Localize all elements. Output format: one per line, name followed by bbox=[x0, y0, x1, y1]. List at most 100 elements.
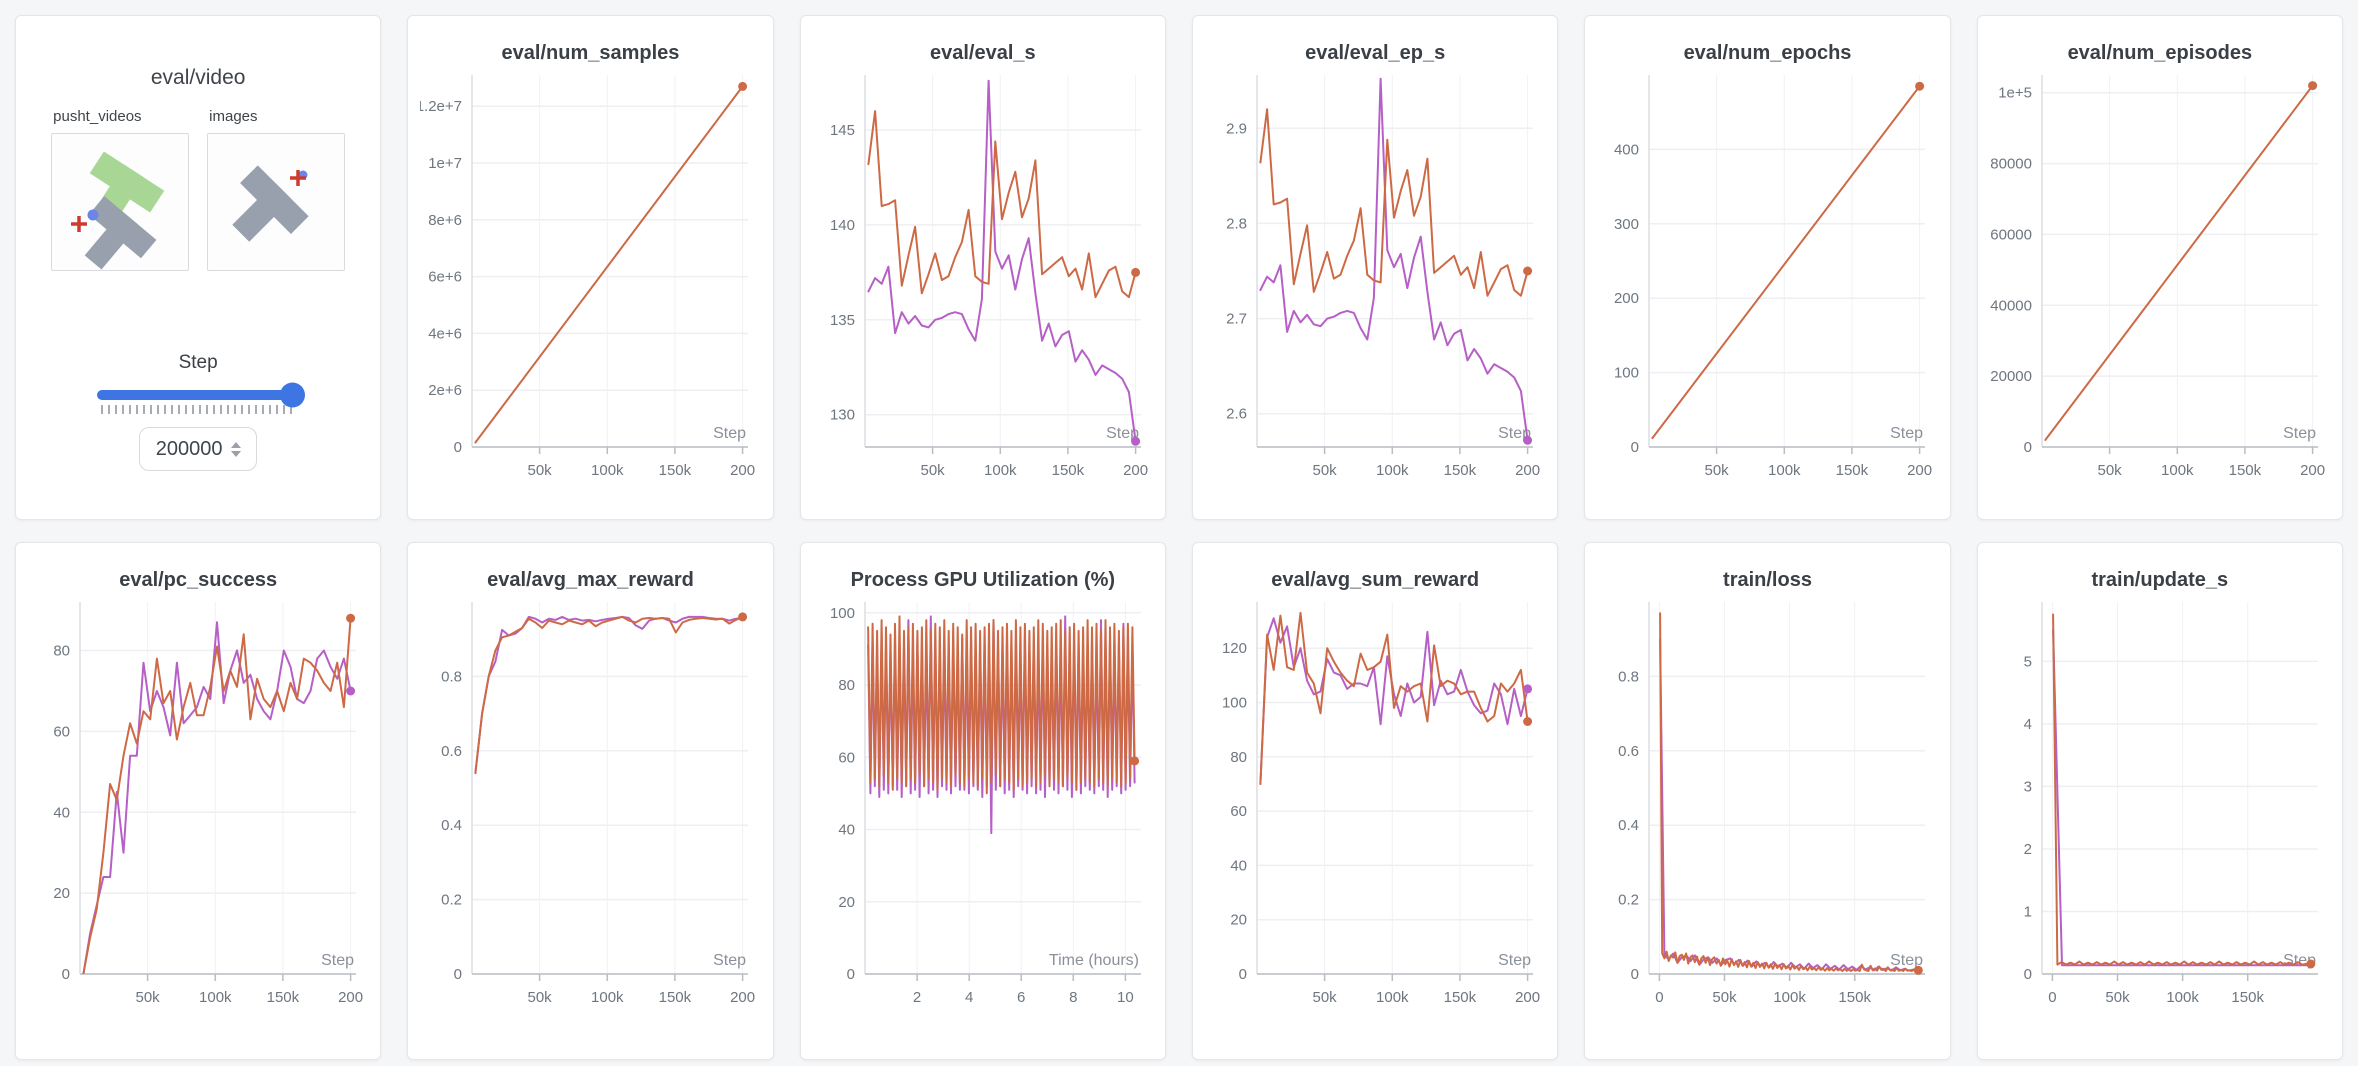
svg-text:50k: 50k bbox=[528, 989, 553, 1006]
svg-text:60: 60 bbox=[838, 749, 855, 766]
line-chart-avg-sum-reward[interactable]: 0 20 40 60 80 100 120 50k 100k 150k 200 Step bbox=[1205, 594, 1545, 1030]
svg-text:0.4: 0.4 bbox=[1619, 817, 1640, 834]
media-pusht-videos[interactable]: pusht_videos bbox=[51, 108, 190, 276]
chart-panel-num-episodes: eval/num_episodes 0 20000 40000 60000 80000 1… bbox=[1976, 15, 2343, 520]
svg-text:300: 300 bbox=[1614, 216, 1639, 233]
line-chart-avg-max-reward[interactable]: 0 0.2 0.4 0.6 0.8 50k 100k 150k 200 Step bbox=[420, 594, 760, 1030]
chart-title: eval/avg_max_reward bbox=[487, 569, 694, 591]
svg-text:100k: 100k bbox=[592, 462, 625, 479]
chevron-down-icon[interactable] bbox=[230, 450, 241, 457]
line-chart-train-loss[interactable]: 0 0.2 0.4 0.6 0.8 0 50k 100k 150k Step bbox=[1597, 594, 1937, 1030]
line-chart-pc-success[interactable]: 0 20 40 60 80 50k 100k 150k 200 Step bbox=[28, 594, 368, 1030]
chart-panel-eval-s: eval/eval_s 130 135 140 145 50k 100k 150k 200 St… bbox=[799, 15, 1166, 520]
svg-text:80: 80 bbox=[53, 643, 70, 660]
media-images[interactable]: images bbox=[207, 108, 346, 276]
svg-text:200: 200 bbox=[731, 462, 756, 479]
chart-panel-train-update-s: train/update_s 0 1 2 3 4 5 0 50k 100k 150k Step bbox=[1976, 542, 2343, 1060]
svg-text:Step: Step bbox=[714, 425, 747, 442]
svg-text:100: 100 bbox=[1222, 695, 1247, 712]
svg-text:2.6: 2.6 bbox=[1226, 406, 1247, 423]
svg-text:100: 100 bbox=[830, 605, 855, 622]
svg-text:0: 0 bbox=[2023, 966, 2031, 983]
svg-text:100k: 100k bbox=[1376, 989, 1409, 1006]
step-value-input[interactable]: 200000 bbox=[139, 427, 258, 471]
svg-text:1e+5: 1e+5 bbox=[1998, 85, 2032, 102]
svg-text:200: 200 bbox=[731, 989, 756, 1006]
svg-text:0.8: 0.8 bbox=[1619, 668, 1640, 685]
svg-text:60: 60 bbox=[1230, 803, 1247, 820]
pusht-video-thumbnail[interactable] bbox=[51, 133, 190, 271]
svg-text:8e+6: 8e+6 bbox=[429, 212, 463, 229]
svg-text:100k: 100k bbox=[1376, 462, 1409, 479]
svg-text:20: 20 bbox=[53, 885, 70, 902]
svg-text:0: 0 bbox=[1239, 966, 1247, 983]
svg-text:Step: Step bbox=[321, 952, 354, 969]
chart-panel-train-loss: train/loss 0 0.2 0.4 0.6 0.8 0 50k 100k 150k Step bbox=[1584, 542, 1951, 1060]
chart-panel-avg-max-reward: eval/avg_max_reward 0 0.2 0.4 0.6 0.8 50k 100k… bbox=[407, 542, 774, 1060]
svg-text:0: 0 bbox=[454, 966, 462, 983]
svg-text:0.6: 0.6 bbox=[442, 743, 463, 760]
slider-tick-ruler bbox=[101, 405, 296, 414]
step-value[interactable]: 200000 bbox=[155, 437, 223, 460]
svg-text:5: 5 bbox=[2023, 653, 2031, 670]
svg-text:100k: 100k bbox=[592, 989, 625, 1006]
svg-text:2.7: 2.7 bbox=[1226, 311, 1247, 328]
svg-text:Step: Step bbox=[1498, 425, 1531, 442]
svg-text:20000: 20000 bbox=[1990, 368, 2032, 385]
step-slider[interactable] bbox=[97, 382, 306, 414]
line-chart-num-episodes[interactable]: 0 20000 40000 60000 80000 1e+5 50k 100k 150k 200 S… bbox=[1990, 67, 2330, 503]
svg-text:150k: 150k bbox=[1839, 989, 1872, 1006]
svg-text:1.2e+7: 1.2e+7 bbox=[420, 98, 462, 115]
chart-panel-num-samples: eval/num_samples 0 2e+6 4e+6 6e+6 8e+6 1e+7 1.… bbox=[407, 15, 774, 520]
line-chart-num-epochs[interactable]: 0 100 200 300 400 50k 100k 150k 200 Step bbox=[1597, 67, 1937, 503]
media-label: pusht_videos bbox=[53, 108, 142, 125]
chart-panel-avg-sum-reward: eval/avg_sum_reward 0 20 40 60 80 100 120 50k 10… bbox=[1192, 542, 1559, 1060]
chart-title: eval/eval_ep_s bbox=[1305, 42, 1446, 64]
svg-text:200: 200 bbox=[1123, 462, 1148, 479]
svg-text:0: 0 bbox=[1631, 439, 1639, 456]
line-chart-gpu-utilization[interactable]: 0 20 40 60 80 100 2 4 6 8 10 Time (hours) bbox=[813, 594, 1153, 1030]
svg-text:Step: Step bbox=[1891, 425, 1924, 442]
svg-text:50k: 50k bbox=[2097, 462, 2122, 479]
svg-text:2.9: 2.9 bbox=[1226, 120, 1247, 137]
svg-text:Step: Step bbox=[1891, 952, 1924, 969]
svg-text:50k: 50k bbox=[136, 989, 161, 1006]
chart-title: eval/pc_success bbox=[119, 569, 278, 591]
chevron-up-icon[interactable] bbox=[230, 441, 241, 448]
svg-text:2: 2 bbox=[913, 989, 921, 1006]
image-thumbnail[interactable] bbox=[207, 133, 346, 271]
svg-text:Time (hours): Time (hours) bbox=[1049, 952, 1139, 969]
svg-text:200: 200 bbox=[2300, 462, 2325, 479]
line-chart-eval-s[interactable]: 130 135 140 145 50k 100k 150k 200 Step bbox=[813, 67, 1153, 503]
svg-text:150k: 150k bbox=[1444, 989, 1477, 1006]
chart-panel-gpu-utilization: Process GPU Utilization (%) 0 20 40 60 80 100… bbox=[799, 542, 1166, 1060]
svg-text:200: 200 bbox=[1908, 462, 1933, 479]
svg-text:0.6: 0.6 bbox=[1619, 743, 1640, 760]
svg-text:2: 2 bbox=[2023, 841, 2031, 858]
svg-text:100k: 100k bbox=[199, 989, 232, 1006]
chart-title: train/update_s bbox=[2091, 569, 2229, 591]
svg-text:100k: 100k bbox=[2166, 989, 2199, 1006]
line-chart-eval-ep-s[interactable]: 2.6 2.7 2.8 2.9 50k 100k 150k 200 Step bbox=[1205, 67, 1545, 503]
svg-text:150k: 150k bbox=[2228, 462, 2261, 479]
svg-text:4: 4 bbox=[2023, 716, 2031, 733]
slider-track[interactable] bbox=[97, 382, 306, 408]
slider-thumb[interactable] bbox=[280, 382, 306, 408]
line-chart-num-samples[interactable]: 0 2e+6 4e+6 6e+6 8e+6 1e+7 1.2e+7 50k 100k 150k 20… bbox=[420, 67, 760, 503]
gray-t-block bbox=[232, 165, 309, 242]
media-row: pusht_videos images bbox=[28, 108, 368, 276]
svg-text:4e+6: 4e+6 bbox=[429, 325, 463, 342]
svg-text:50k: 50k bbox=[920, 462, 945, 479]
svg-text:40: 40 bbox=[838, 822, 855, 839]
svg-text:2e+6: 2e+6 bbox=[429, 382, 463, 399]
svg-text:50k: 50k bbox=[1313, 462, 1338, 479]
svg-text:150k: 150k bbox=[267, 989, 300, 1006]
svg-text:200: 200 bbox=[1515, 989, 1540, 1006]
svg-text:0: 0 bbox=[454, 439, 462, 456]
stepper-chevrons[interactable] bbox=[230, 441, 241, 457]
step-slider-label: Step bbox=[178, 352, 218, 373]
chart-panel-num-epochs: eval/num_epochs 0 100 200 300 400 50k 100k 150k… bbox=[1584, 15, 1951, 520]
svg-text:140: 140 bbox=[830, 217, 855, 234]
